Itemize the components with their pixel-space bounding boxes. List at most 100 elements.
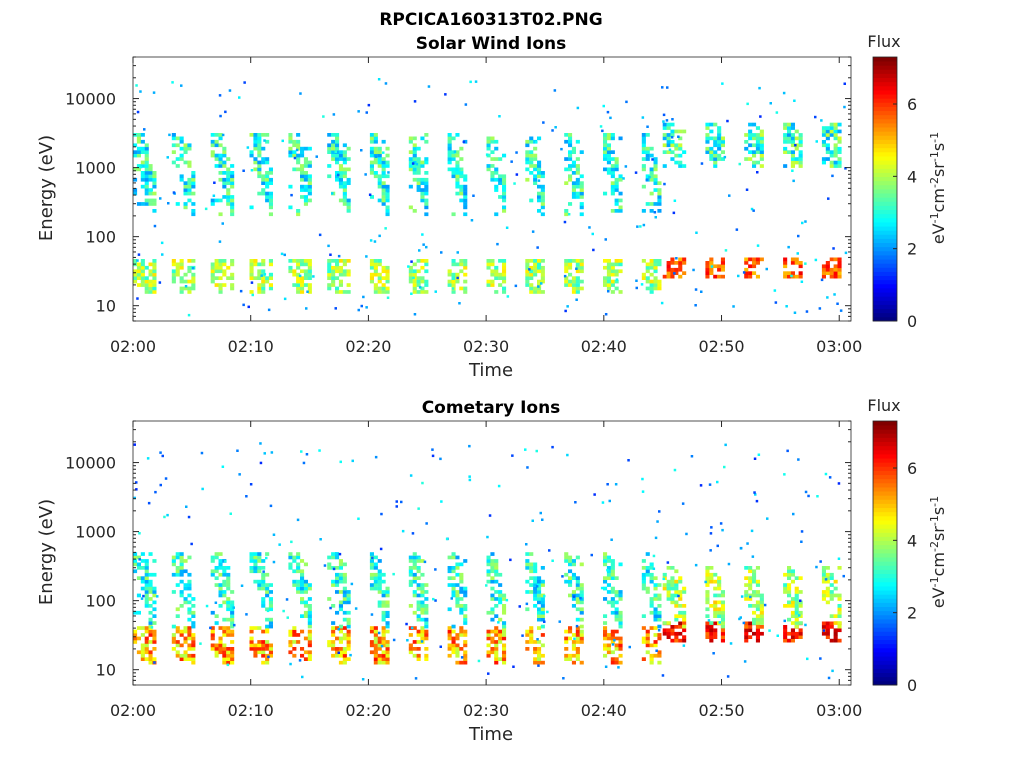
heat-cell bbox=[224, 110, 227, 114]
heat-cell bbox=[338, 174, 343, 179]
heat-cell bbox=[486, 653, 491, 658]
heat-cell bbox=[447, 636, 452, 641]
heat-cell bbox=[300, 590, 305, 594]
colorbar-segment bbox=[873, 238, 897, 244]
heat-cell bbox=[307, 583, 312, 587]
heat-cell bbox=[670, 261, 675, 265]
heat-cell bbox=[351, 459, 354, 463]
heat-cell bbox=[346, 157, 351, 161]
heat-cell bbox=[755, 604, 760, 608]
heat-cell bbox=[645, 262, 650, 267]
heat-cell bbox=[498, 583, 503, 587]
heat-cell bbox=[593, 493, 596, 496]
heat-cell bbox=[748, 576, 753, 580]
heat-cell bbox=[833, 150, 838, 154]
heat-cell bbox=[307, 607, 312, 612]
heat-cell bbox=[218, 590, 223, 594]
heat-cell bbox=[459, 647, 464, 651]
heat-cell bbox=[459, 191, 464, 196]
heat-cell bbox=[371, 556, 374, 560]
colorbar-segment bbox=[873, 106, 897, 112]
heat-cell bbox=[606, 643, 611, 648]
heat-cell bbox=[148, 269, 153, 274]
heat-cell bbox=[265, 629, 270, 634]
heat-cell bbox=[564, 212, 569, 217]
heat-cell bbox=[752, 133, 757, 137]
heat-cell bbox=[829, 153, 834, 158]
heat-cell bbox=[490, 650, 495, 655]
heat-cell bbox=[682, 257, 687, 262]
heat-cell bbox=[222, 633, 227, 637]
heat-cell bbox=[502, 593, 507, 598]
heat-cell bbox=[821, 267, 826, 272]
colorbar-segment bbox=[873, 610, 897, 616]
heat-cell bbox=[210, 150, 215, 154]
heat-cell bbox=[794, 274, 799, 279]
x-tick-label: 03:00 bbox=[816, 701, 862, 720]
heat-cell bbox=[674, 146, 679, 151]
heat-cell bbox=[705, 261, 710, 265]
heat-cell bbox=[502, 265, 507, 270]
heat-cell bbox=[670, 143, 675, 148]
heat-cell bbox=[148, 572, 153, 577]
heat-cell bbox=[666, 136, 671, 141]
heat-cell bbox=[335, 583, 340, 587]
heat-cell bbox=[825, 126, 830, 130]
heat-cell bbox=[342, 593, 347, 598]
heat-cell bbox=[459, 660, 464, 665]
heat-cell bbox=[614, 593, 619, 598]
heat-cell bbox=[420, 286, 425, 291]
heat-cell bbox=[265, 171, 270, 175]
heat-cell bbox=[233, 623, 236, 627]
heat-cell bbox=[568, 593, 573, 598]
heat-cell bbox=[833, 146, 838, 151]
heat-cell bbox=[618, 643, 623, 648]
heat-cell bbox=[540, 279, 545, 284]
heat-cell bbox=[606, 171, 611, 175]
heat-cell bbox=[568, 657, 573, 661]
heat-cell bbox=[833, 621, 838, 625]
heat-cell bbox=[381, 167, 386, 172]
heat-cell bbox=[342, 188, 347, 192]
heat-cell bbox=[645, 586, 650, 591]
heat-cell bbox=[288, 269, 293, 274]
heat-cell bbox=[148, 290, 153, 294]
heat-cell bbox=[529, 633, 534, 637]
heat-cell bbox=[579, 583, 584, 587]
heat-cell bbox=[152, 209, 157, 213]
colorbar-segment bbox=[873, 548, 897, 554]
heat-cell bbox=[490, 569, 495, 574]
heat-cell bbox=[502, 272, 507, 277]
heat-cell bbox=[535, 449, 538, 453]
heat-cell bbox=[338, 153, 343, 158]
heat-cell bbox=[674, 625, 679, 629]
heat-cell bbox=[713, 607, 718, 612]
heat-cell bbox=[300, 629, 305, 634]
heat-cell bbox=[525, 259, 530, 263]
heat-cell bbox=[377, 590, 382, 594]
heat-cell bbox=[525, 157, 530, 161]
heat-cell bbox=[373, 657, 378, 661]
heat-cell bbox=[298, 274, 302, 278]
heat-cell bbox=[190, 542, 193, 546]
heat-cell bbox=[752, 257, 757, 262]
heat-cell bbox=[416, 181, 421, 185]
heat-cell bbox=[444, 93, 447, 96]
heat-cell bbox=[709, 153, 714, 158]
x-tick-label: 02:50 bbox=[698, 337, 744, 356]
heat-cell bbox=[690, 455, 694, 458]
heat-cell bbox=[794, 143, 799, 148]
heat-cell bbox=[815, 565, 818, 569]
heat-cell bbox=[335, 579, 340, 584]
heat-cell bbox=[175, 555, 180, 560]
colorbar-segment bbox=[873, 288, 897, 293]
heat-cell bbox=[652, 567, 656, 570]
heat-cell bbox=[790, 638, 795, 643]
heat-cell bbox=[133, 188, 138, 192]
heat-cell bbox=[292, 272, 297, 277]
heat-cell bbox=[748, 257, 753, 262]
heat-cell bbox=[713, 143, 718, 148]
heat-cell bbox=[641, 572, 646, 577]
heat-cell bbox=[833, 579, 838, 584]
heat-cell bbox=[408, 157, 413, 161]
